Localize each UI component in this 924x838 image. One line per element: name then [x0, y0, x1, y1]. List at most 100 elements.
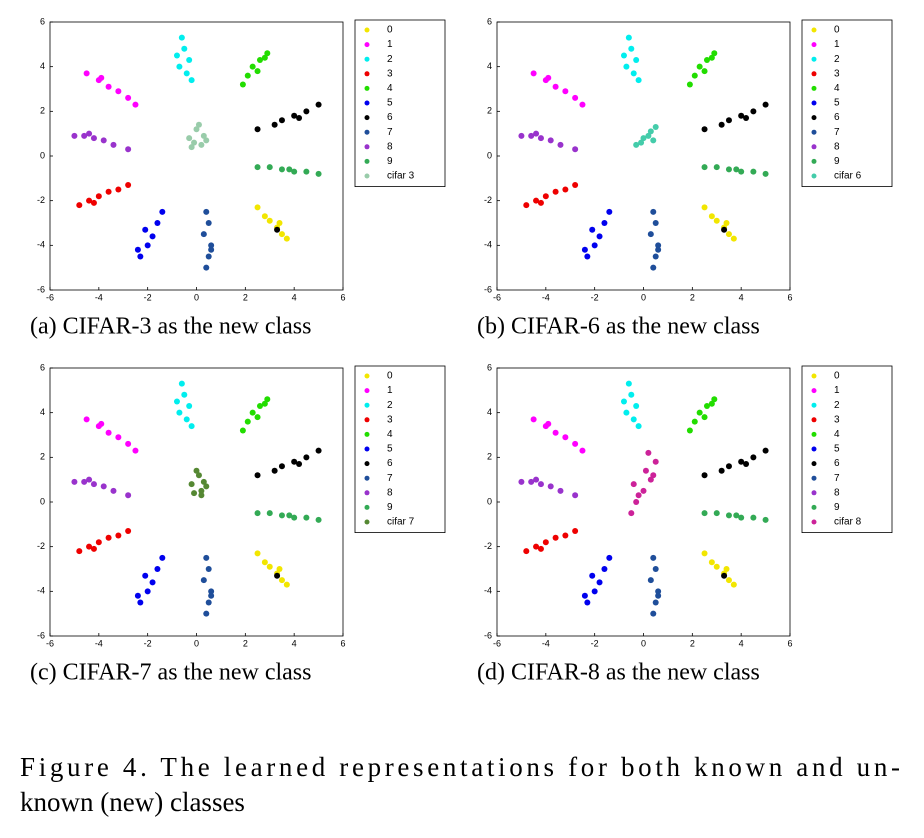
legend-label: 0	[387, 25, 393, 36]
data-point	[188, 423, 195, 430]
data-point	[266, 563, 273, 570]
data-point	[271, 467, 278, 474]
data-point	[562, 434, 569, 441]
data-point	[750, 454, 757, 461]
data-point	[125, 182, 132, 189]
legend-label: 2	[387, 54, 393, 65]
legend-label: 4	[834, 429, 840, 440]
data-point	[579, 101, 586, 108]
y-tick-label: 6	[487, 16, 492, 26]
data-point	[655, 242, 662, 249]
data-point	[181, 45, 188, 52]
legend-label: 2	[834, 400, 840, 411]
y-tick-label: -6	[37, 284, 45, 294]
data-point	[652, 458, 659, 465]
data-point	[552, 188, 559, 195]
data-point	[652, 566, 659, 572]
data-point	[110, 487, 117, 494]
data-point	[303, 514, 310, 521]
legend-marker	[364, 42, 370, 48]
legend-label: 7	[834, 473, 840, 484]
data-point	[725, 512, 732, 519]
data-point	[144, 242, 151, 249]
data-point	[125, 492, 132, 499]
legend-label: 1	[387, 39, 393, 50]
data-point	[533, 543, 540, 550]
data-point	[178, 34, 185, 41]
plot-area	[496, 21, 791, 291]
data-point	[635, 77, 642, 84]
data-point	[596, 579, 603, 586]
data-point	[315, 516, 322, 523]
panel: -6 -4 -2 0 2 4 6 -6 -4 -2 0 2 4 6 0 1 2 3 4 5 6 7 8 9 cifar 3 (a)…	[30, 16, 446, 340]
data-point	[762, 447, 769, 454]
data-point	[203, 208, 210, 215]
x-tick-label: -6	[46, 638, 54, 648]
data-point	[703, 56, 710, 63]
y-tick-label: 4	[487, 407, 492, 417]
legend-marker	[811, 475, 817, 481]
data-point	[86, 543, 93, 550]
legend-marker	[364, 461, 370, 467]
data-point	[261, 400, 268, 407]
data-point	[303, 454, 310, 461]
data-point	[86, 197, 93, 204]
data-point	[239, 427, 246, 434]
data-point	[572, 440, 579, 447]
data-point	[183, 416, 190, 423]
panel: -6 -4 -2 0 2 4 6 -6 -4 -2 0 2 4 6 0 1 2 3 4 5 6 7 8 9 cifar 7 (c)…	[30, 362, 446, 686]
data-point	[254, 510, 261, 517]
data-point	[523, 202, 530, 209]
data-point	[244, 418, 251, 425]
data-point	[591, 242, 598, 249]
legend-label: 8	[834, 141, 840, 152]
data-point	[645, 449, 652, 456]
legend-label: 7	[387, 473, 393, 484]
data-point	[125, 94, 132, 101]
data-point	[584, 599, 591, 606]
data-point	[738, 112, 745, 119]
data-point	[686, 81, 693, 88]
y-tick-label: 0	[487, 496, 492, 506]
data-point	[149, 579, 156, 586]
data-point	[95, 193, 102, 200]
data-point	[276, 220, 283, 226]
data-point	[239, 81, 246, 88]
legend-label: 1	[834, 385, 840, 396]
legend-label: 4	[387, 83, 393, 94]
data-point	[691, 418, 698, 425]
data-point	[200, 231, 207, 238]
data-point	[638, 139, 645, 146]
legend-marker	[364, 85, 370, 91]
data-point	[261, 54, 268, 61]
data-point	[652, 253, 659, 260]
data-point	[743, 115, 750, 122]
data-point	[283, 235, 290, 242]
x-tick-label: 2	[690, 638, 695, 648]
data-point	[176, 63, 183, 70]
data-point	[725, 463, 732, 470]
data-point	[296, 461, 303, 468]
legend-marker	[811, 129, 817, 135]
legend-label: 8	[834, 487, 840, 498]
data-point	[200, 132, 207, 139]
data-point	[650, 610, 657, 617]
data-point	[203, 483, 210, 490]
data-point	[291, 514, 298, 521]
legend-marker	[811, 85, 817, 91]
data-point	[178, 380, 185, 387]
data-point	[315, 101, 322, 108]
data-point	[762, 170, 769, 177]
data-point	[98, 420, 105, 427]
data-point	[572, 182, 579, 189]
y-tick-label: -6	[484, 284, 492, 294]
legend-label: 1	[387, 385, 393, 396]
data-point	[183, 70, 190, 77]
data-point	[625, 380, 632, 387]
legend-label: 3	[387, 68, 393, 79]
data-point	[701, 472, 708, 479]
y-tick-label: 4	[40, 407, 45, 417]
data-point	[606, 554, 613, 561]
data-point	[83, 70, 90, 77]
